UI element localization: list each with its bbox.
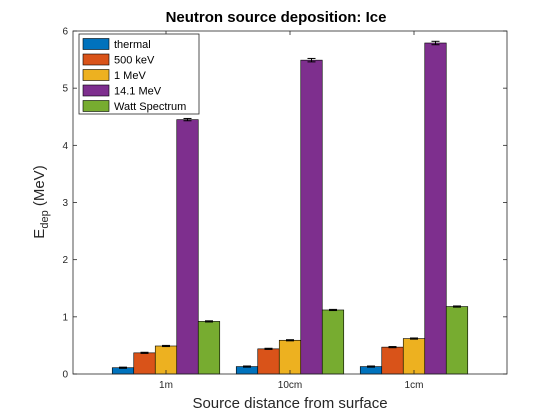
x-tick-label: 1m <box>159 380 173 391</box>
bar-1-mev-1cm <box>402 338 426 375</box>
legend-swatch <box>82 84 110 97</box>
y-tick-label: 3 <box>62 198 68 209</box>
error-bar-500-kev-1cm <box>388 346 397 349</box>
y-tick-label: 0 <box>62 370 68 381</box>
y-tick-label: 2 <box>62 255 68 266</box>
legend: thermal 500 keV 1 MeV 14.1 MeV Watt Spectrum <box>78 33 200 115</box>
error-bar-14-1-mev-1cm <box>431 40 440 46</box>
bar-14-1-mev-10cm <box>300 59 323 375</box>
error-bar-thermal-10cm <box>243 365 251 368</box>
legend-label: thermal <box>114 39 151 51</box>
error-bar-1-mev-1m <box>162 344 170 348</box>
error-bar-1-mev-10cm <box>286 339 294 342</box>
bar-500-kev-1m <box>133 352 156 375</box>
x-axis-label: Source distance from surface <box>192 395 387 412</box>
legend-item: 500 keV <box>82 53 155 67</box>
y-axis-label-subscript: dep <box>39 210 51 228</box>
bar-thermal-1cm <box>359 366 383 375</box>
y-axis-label-main: E <box>31 229 48 239</box>
bar-watt-spectrum-1m <box>197 321 221 375</box>
legend-swatch <box>82 53 110 66</box>
y-axis-label-unit: (MeV) <box>31 165 48 210</box>
error-bar-thermal-1cm <box>367 365 375 368</box>
y-tick-label: 4 <box>62 141 68 152</box>
y-tick-label: 6 <box>62 27 68 38</box>
legend-swatch <box>82 100 110 112</box>
bars-group <box>111 42 469 375</box>
y-tick-label: 5 <box>62 84 68 95</box>
legend-item: 14.1 MeV <box>82 84 162 98</box>
x-tick-label: 10cm <box>278 380 302 391</box>
bar-watt-spectrum-10cm <box>321 309 345 375</box>
legend-swatch <box>82 69 110 81</box>
bar-500-kev-10cm <box>257 348 280 375</box>
error-bars-group <box>119 40 461 369</box>
error-bar-watt-spectrum-1m <box>205 320 213 323</box>
x-axis-ticks: 1m 10cm 1cm <box>159 31 423 391</box>
legend-swatch <box>82 38 110 50</box>
error-bar-14-1-mev-1m <box>183 117 192 122</box>
bar-watt-spectrum-1cm <box>445 306 469 375</box>
bar-500-kev-1cm <box>381 346 404 375</box>
x-tick-label: 1cm <box>405 380 424 391</box>
chart-title: Neutron source deposition: Ice <box>166 9 387 26</box>
error-bar-14-1-mev-10cm <box>307 57 316 63</box>
bar-14-1-mev-1cm <box>424 42 447 375</box>
bar-1-mev-10cm <box>278 339 302 375</box>
error-bar-1-mev-1cm <box>410 337 418 340</box>
bar-thermal-10cm <box>235 366 259 375</box>
legend-label: 14.1 MeV <box>114 86 162 98</box>
legend-item: 1 MeV <box>82 69 146 82</box>
error-bar-watt-spectrum-1cm <box>453 305 461 308</box>
bar-14-1-mev-1m <box>176 119 199 375</box>
error-bar-thermal-1m <box>119 366 127 369</box>
error-bar-500-kev-1m <box>140 351 149 354</box>
y-axis-label: Edep (MeV) <box>31 165 51 238</box>
legend-label: Watt Spectrum <box>114 101 186 113</box>
legend-item: Watt Spectrum <box>82 100 186 113</box>
error-bar-500-kev-10cm <box>264 347 273 350</box>
y-axis-ticks: 0 1 2 3 4 5 6 <box>62 27 507 381</box>
bar-1-mev-1m <box>154 345 178 375</box>
legend-item: thermal <box>82 38 151 51</box>
y-tick-label: 1 <box>62 312 68 323</box>
error-bar-watt-spectrum-10cm <box>329 308 337 312</box>
legend-label: 1 MeV <box>114 70 146 82</box>
legend-label: 500 keV <box>114 55 155 67</box>
